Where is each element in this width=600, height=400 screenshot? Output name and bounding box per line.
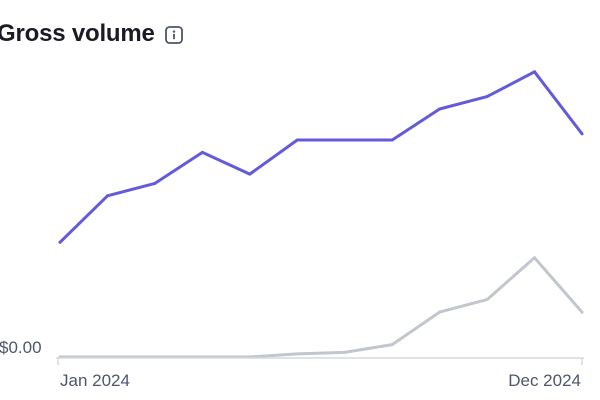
series-point-previous	[533, 256, 536, 260]
chart-title: Gross volume	[0, 20, 155, 47]
series-point-current	[438, 107, 442, 111]
series-point-current	[248, 172, 252, 176]
x-tick-label-start: Jan 2024	[60, 371, 130, 390]
series-point-previous	[390, 343, 394, 347]
chart-header: Gross volume	[0, 14, 183, 54]
series-layer	[58, 70, 584, 359]
series-point-current	[390, 138, 394, 142]
series-point-previous	[580, 310, 584, 314]
series-point-current	[200, 150, 204, 154]
series-point-current	[153, 181, 157, 185]
series-point-previous	[438, 310, 442, 314]
series-point-previous	[295, 352, 299, 356]
series-point-current	[343, 138, 347, 142]
series-point-current	[295, 138, 299, 142]
series-point-previous	[343, 350, 347, 354]
series-point-current	[580, 132, 584, 136]
series-point-current	[485, 95, 489, 99]
series-line-current	[58, 70, 584, 244]
y-tick-label: $0.00	[0, 338, 42, 357]
x-tick-label-end: Dec 2024	[508, 371, 581, 390]
series-point-current	[533, 70, 536, 74]
series-line-previous	[58, 256, 584, 359]
series-point-previous	[485, 298, 489, 302]
series-point-current	[106, 194, 109, 198]
series-point-current	[58, 240, 62, 244]
info-icon[interactable]	[164, 26, 183, 44]
